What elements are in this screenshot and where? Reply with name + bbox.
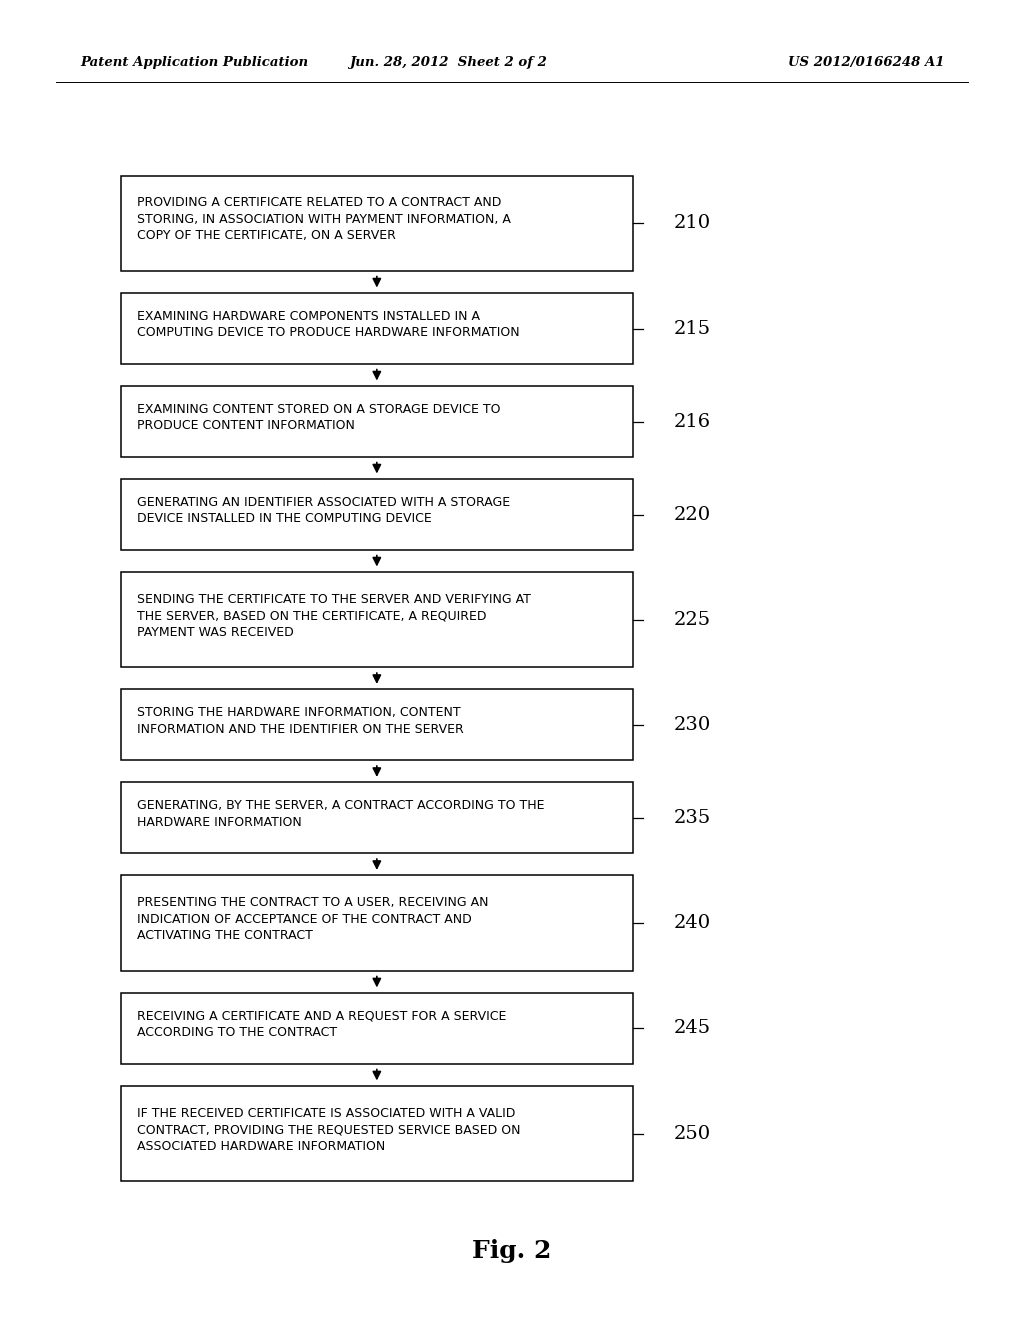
Bar	[121, 293, 633, 364]
Text: Jun. 28, 2012  Sheet 2 of 2: Jun. 28, 2012 Sheet 2 of 2	[349, 55, 548, 69]
Text: PRESENTING THE CONTRACT TO A USER, RECEIVING AN
INDICATION OF ACCEPTANCE OF THE : PRESENTING THE CONTRACT TO A USER, RECEI…	[137, 896, 488, 942]
Bar	[121, 176, 633, 271]
Bar	[121, 385, 633, 457]
Text: 240: 240	[674, 915, 711, 932]
Text: STORING THE HARDWARE INFORMATION, CONTENT
INFORMATION AND THE IDENTIFIER ON THE : STORING THE HARDWARE INFORMATION, CONTEN…	[137, 706, 464, 735]
Text: EXAMINING HARDWARE COMPONENTS INSTALLED IN A
COMPUTING DEVICE TO PRODUCE HARDWAR: EXAMINING HARDWARE COMPONENTS INSTALLED …	[137, 310, 520, 339]
Bar	[121, 1086, 633, 1181]
Bar	[121, 875, 633, 972]
Bar	[121, 572, 633, 668]
Bar	[121, 783, 633, 854]
Text: 235: 235	[674, 809, 711, 826]
Text: 245: 245	[674, 1019, 711, 1038]
Bar	[121, 479, 633, 550]
Text: 215: 215	[674, 319, 711, 338]
Text: EXAMINING CONTENT STORED ON A STORAGE DEVICE TO
PRODUCE CONTENT INFORMATION: EXAMINING CONTENT STORED ON A STORAGE DE…	[137, 403, 501, 433]
Text: RECEIVING A CERTIFICATE AND A REQUEST FOR A SERVICE
ACCORDING TO THE CONTRACT: RECEIVING A CERTIFICATE AND A REQUEST FO…	[137, 1010, 507, 1039]
Text: 210: 210	[674, 214, 711, 232]
Bar	[121, 993, 633, 1064]
Text: PROVIDING A CERTIFICATE RELATED TO A CONTRACT AND
STORING, IN ASSOCIATION WITH P: PROVIDING A CERTIFICATE RELATED TO A CON…	[137, 197, 511, 243]
Text: 250: 250	[674, 1125, 711, 1143]
Text: GENERATING AN IDENTIFIER ASSOCIATED WITH A STORAGE
DEVICE INSTALLED IN THE COMPU: GENERATING AN IDENTIFIER ASSOCIATED WITH…	[137, 496, 510, 525]
Text: 220: 220	[674, 506, 711, 524]
Text: US 2012/0166248 A1: US 2012/0166248 A1	[787, 55, 944, 69]
Text: GENERATING, BY THE SERVER, A CONTRACT ACCORDING TO THE
HARDWARE INFORMATION: GENERATING, BY THE SERVER, A CONTRACT AC…	[137, 800, 545, 829]
Text: 230: 230	[674, 715, 711, 734]
Text: 216: 216	[674, 413, 711, 430]
Text: Fig. 2: Fig. 2	[472, 1239, 552, 1263]
Bar	[121, 689, 633, 760]
Text: 225: 225	[674, 611, 711, 628]
Text: Patent Application Publication: Patent Application Publication	[80, 55, 308, 69]
Text: SENDING THE CERTIFICATE TO THE SERVER AND VERIFYING AT
THE SERVER, BASED ON THE : SENDING THE CERTIFICATE TO THE SERVER AN…	[137, 593, 531, 639]
Text: IF THE RECEIVED CERTIFICATE IS ASSOCIATED WITH A VALID
CONTRACT, PROVIDING THE R: IF THE RECEIVED CERTIFICATE IS ASSOCIATE…	[137, 1106, 521, 1152]
